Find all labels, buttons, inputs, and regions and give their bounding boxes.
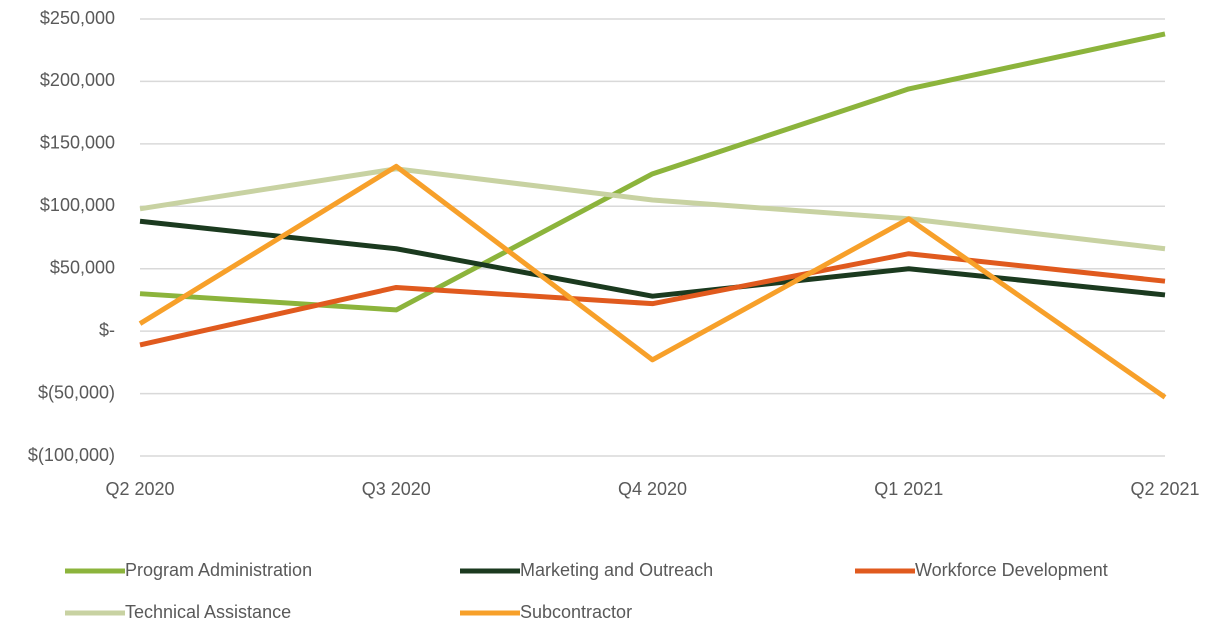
legend-label: Program Administration: [125, 560, 312, 580]
series-line: [138, 163, 1167, 400]
y-tick-label: $200,000: [40, 70, 115, 90]
y-tick-label: $100,000: [40, 195, 115, 215]
legend-label: Technical Assistance: [125, 602, 291, 622]
x-tick-label: Q2 2021: [1130, 479, 1199, 499]
x-tick-label: Q3 2020: [362, 479, 431, 499]
x-tick-label: Q4 2020: [618, 479, 687, 499]
legend-label: Workforce Development: [915, 560, 1108, 580]
y-tick-label: $250,000: [40, 8, 115, 28]
y-tick-label: $(100,000): [28, 445, 115, 465]
series-line: [139, 166, 1166, 252]
y-tick-label: $150,000: [40, 133, 115, 153]
y-tick-label: $50,000: [50, 257, 115, 277]
y-tick-label: $-: [99, 320, 115, 340]
x-tick-label: Q2 2020: [105, 479, 174, 499]
y-tick-label: $(50,000): [38, 382, 115, 402]
series-line: [139, 251, 1166, 348]
x-tick-label: Q1 2021: [874, 479, 943, 499]
legend-label: Subcontractor: [520, 602, 632, 622]
legend-label: Marketing and Outreach: [520, 560, 713, 580]
